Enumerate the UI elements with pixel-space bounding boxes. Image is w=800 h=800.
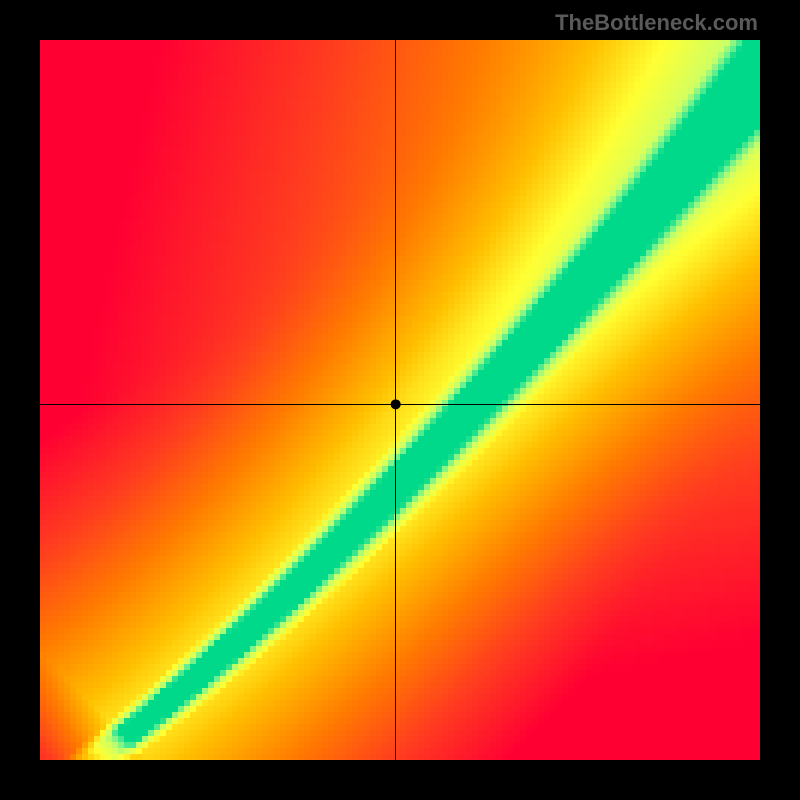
chart-container: TheBottleneck.com — [0, 0, 800, 800]
bottleneck-heatmap — [40, 40, 760, 760]
watermark-text: TheBottleneck.com — [555, 10, 758, 36]
